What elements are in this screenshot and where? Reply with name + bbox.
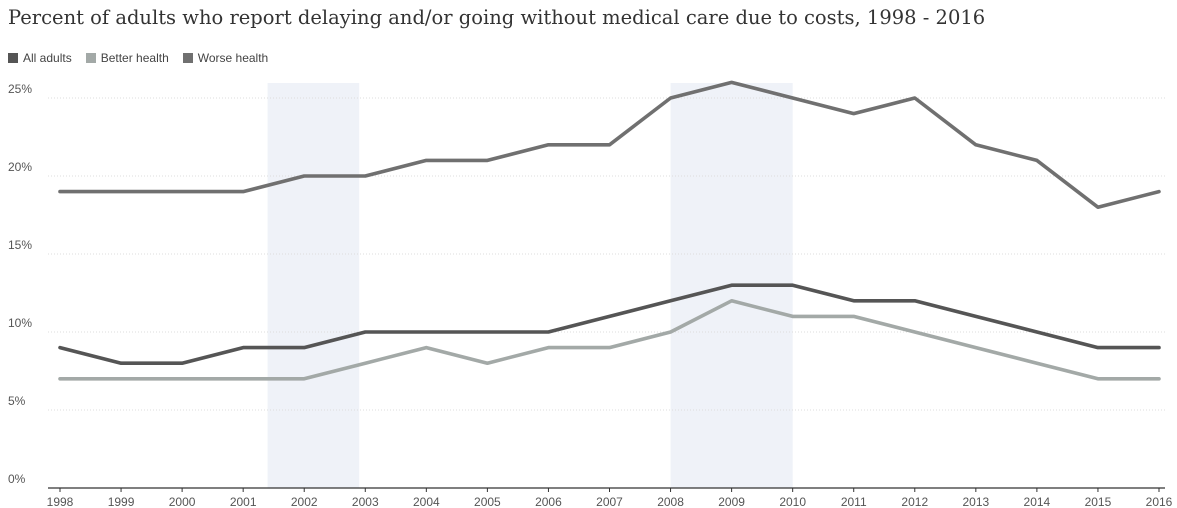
series-line-better-health <box>58 298 1161 381</box>
y-tick-label-25: 25% <box>8 82 32 96</box>
x-tick-label-2007: 2007 <box>596 495 623 508</box>
x-tick-label-2012: 2012 <box>901 495 928 508</box>
legend-label-worse-health: Worse health <box>197 51 269 65</box>
x-tick-label-2003: 2003 <box>352 495 379 508</box>
series-lines <box>58 80 1161 381</box>
x-tick-label-2011: 2011 <box>841 495 867 508</box>
x-tick-label-2009: 2009 <box>718 495 745 508</box>
legend-item-better-health: Better health <box>85 51 169 65</box>
x-tick-label-2010: 2010 <box>779 495 806 508</box>
x-tick-label-2015: 2015 <box>1085 495 1112 508</box>
gridlines <box>48 97 1165 489</box>
x-tick-label-2005: 2005 <box>474 495 501 508</box>
x-axis-ticks: 1998 1999 2000 2001 2002 2003 2004 2005 2006 2007… <box>47 488 1173 508</box>
series-line-all-adults <box>58 283 1161 366</box>
y-tick-label-10: 10% <box>8 316 32 330</box>
x-tick-label-1998: 1998 <box>47 495 74 508</box>
y-tick-label-15: 15% <box>8 238 32 252</box>
x-tick-label-2016: 2016 <box>1146 495 1173 508</box>
shaded-periods <box>267 83 793 488</box>
x-tick-label-2014: 2014 <box>1024 495 1051 508</box>
legend-label-all-adults: All adults <box>23 51 72 65</box>
x-tick-label-2013: 2013 <box>962 495 989 508</box>
y-tick-label-5: 5% <box>8 394 26 408</box>
chart-title: Percent of adults who report delaying an… <box>8 6 986 29</box>
x-tick-label-2004: 2004 <box>413 495 440 508</box>
y-tick-label-0: 0% <box>8 472 26 486</box>
x-tick-label-2002: 2002 <box>291 495 318 508</box>
x-tick-label-2000: 2000 <box>169 495 196 508</box>
chart-legend: All adults Better health Worse health <box>8 51 268 65</box>
y-tick-label-20: 20% <box>8 160 32 174</box>
y-axis-ticks: 0% 5% 10% 15% 20% 25% <box>8 82 32 486</box>
shaded-period-1 <box>267 83 360 488</box>
legend-swatch-better-health <box>85 53 96 63</box>
legend-item-worse-health: Worse health <box>182 51 269 65</box>
x-tick-label-2008: 2008 <box>657 495 684 508</box>
series-line-worse-health <box>58 80 1161 209</box>
legend-item-all-adults: All adults <box>8 51 72 65</box>
x-tick-label-2006: 2006 <box>535 495 562 508</box>
x-tick-label-2001: 2001 <box>230 495 257 508</box>
legend-swatch-all-adults <box>8 53 18 63</box>
x-tick-label-1999: 1999 <box>108 495 135 508</box>
legend-label-better-health: Better health <box>100 51 169 65</box>
legend-swatch-worse-health <box>182 53 193 63</box>
